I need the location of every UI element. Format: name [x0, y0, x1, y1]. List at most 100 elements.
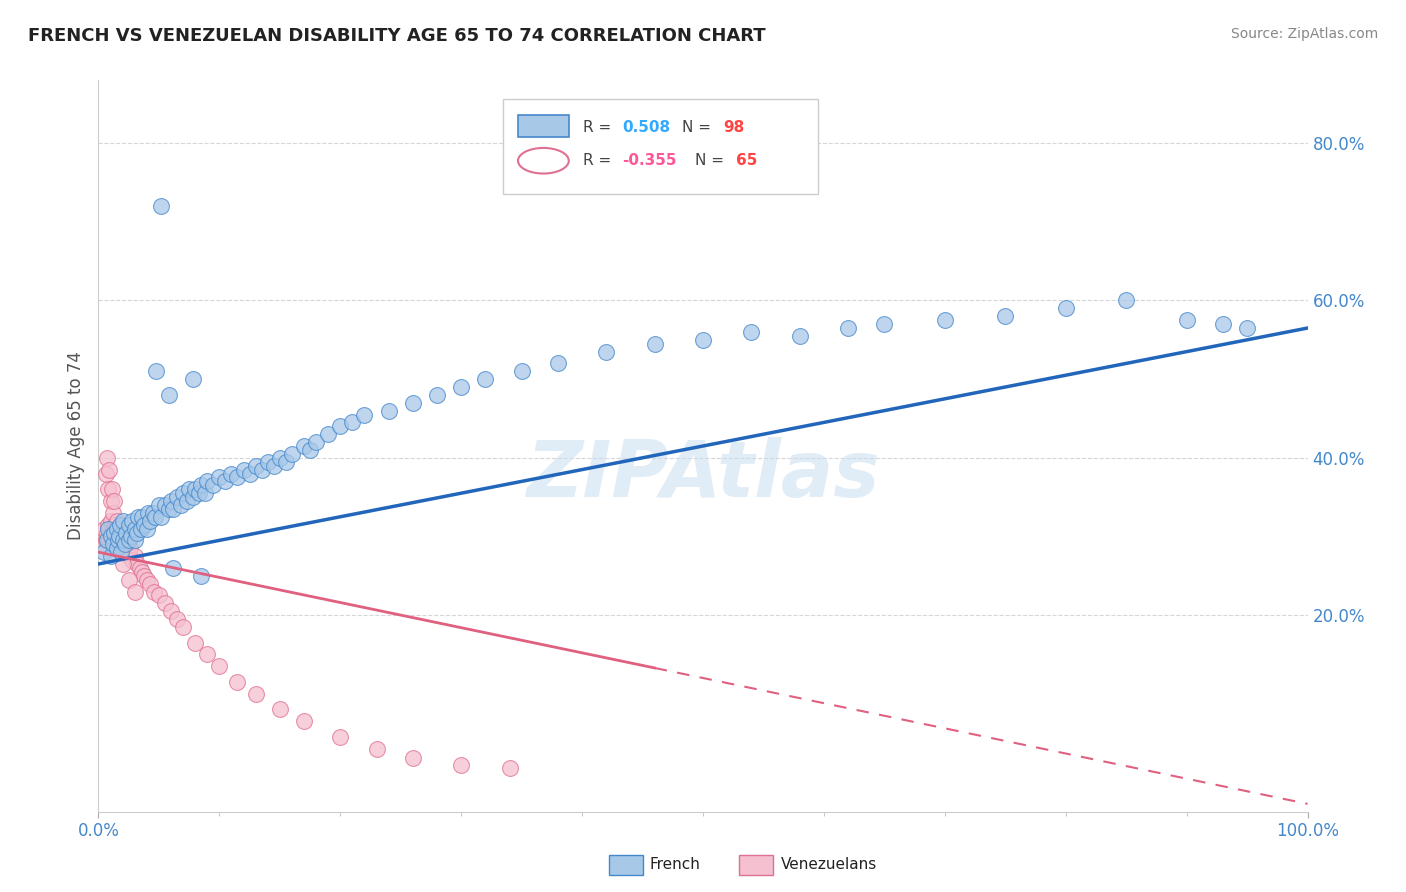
Point — [184, 482, 207, 496]
Point — [153, 596, 176, 610]
Point — [934, 313, 956, 327]
Point — [134, 517, 156, 532]
Point — [195, 648, 218, 662]
Point — [100, 529, 122, 543]
Point — [994, 310, 1017, 324]
Point — [118, 549, 141, 563]
Point — [135, 573, 157, 587]
Point — [94, 533, 117, 548]
Point — [162, 561, 184, 575]
Point — [263, 458, 285, 473]
Point — [190, 568, 212, 582]
Point — [184, 635, 207, 649]
Point — [120, 529, 142, 543]
Point — [353, 408, 375, 422]
Point — [118, 517, 141, 532]
Point — [124, 522, 146, 536]
Point — [226, 470, 249, 484]
Point — [127, 557, 149, 571]
Point — [124, 549, 146, 563]
Text: ZIPAtlas: ZIPAtlas — [526, 437, 880, 513]
Point — [127, 525, 149, 540]
FancyBboxPatch shape — [609, 855, 643, 875]
Point — [157, 502, 180, 516]
Text: 65: 65 — [735, 153, 756, 169]
Point — [108, 545, 131, 559]
Point — [190, 478, 212, 492]
Point — [134, 568, 156, 582]
Point — [96, 525, 118, 540]
Point — [329, 730, 352, 744]
Point — [789, 329, 811, 343]
Point — [93, 522, 115, 536]
Point — [316, 427, 339, 442]
Point — [208, 659, 231, 673]
Point — [172, 620, 194, 634]
Text: N =: N = — [682, 120, 716, 136]
Point — [269, 450, 291, 465]
Point — [108, 517, 131, 532]
Point — [692, 333, 714, 347]
Point — [377, 403, 399, 417]
Point — [98, 533, 121, 548]
Point — [172, 486, 194, 500]
Point — [118, 573, 141, 587]
Text: French: French — [650, 857, 700, 871]
FancyBboxPatch shape — [740, 855, 773, 875]
Point — [305, 435, 328, 450]
Text: R =: R = — [583, 120, 616, 136]
Point — [160, 604, 183, 618]
Point — [329, 419, 352, 434]
Point — [195, 475, 218, 489]
Point — [97, 522, 120, 536]
Point — [118, 541, 141, 556]
Point — [873, 317, 896, 331]
Point — [292, 439, 315, 453]
Text: -0.355: -0.355 — [621, 153, 676, 169]
Point — [450, 380, 472, 394]
Point — [107, 533, 129, 548]
Point — [105, 541, 128, 556]
Point — [426, 388, 449, 402]
Point — [100, 525, 122, 540]
Point — [100, 549, 122, 563]
Point — [281, 447, 304, 461]
Point — [292, 714, 315, 729]
Point — [94, 467, 117, 481]
Point — [110, 545, 132, 559]
Point — [226, 675, 249, 690]
Point — [100, 494, 122, 508]
Point — [105, 537, 128, 551]
Point — [145, 364, 167, 378]
Point — [139, 514, 162, 528]
Point — [232, 462, 254, 476]
Point — [105, 514, 128, 528]
Point — [108, 529, 131, 543]
Point — [153, 498, 176, 512]
Point — [1054, 301, 1077, 316]
Point — [112, 533, 135, 548]
Point — [101, 522, 124, 536]
Point — [214, 475, 236, 489]
Point — [131, 509, 153, 524]
Point — [111, 514, 134, 528]
Point — [131, 565, 153, 579]
Point — [150, 509, 173, 524]
Text: 98: 98 — [724, 120, 745, 136]
Y-axis label: Disability Age 65 to 74: Disability Age 65 to 74 — [66, 351, 84, 541]
FancyBboxPatch shape — [503, 99, 818, 194]
Point — [143, 584, 166, 599]
Point — [366, 741, 388, 756]
Point — [250, 462, 273, 476]
Point — [105, 522, 128, 536]
Point — [148, 589, 170, 603]
Point — [104, 525, 127, 540]
Point — [221, 467, 243, 481]
Point — [157, 388, 180, 402]
Point — [107, 533, 129, 548]
Point — [136, 506, 159, 520]
Text: 0.508: 0.508 — [621, 120, 671, 136]
Point — [837, 321, 859, 335]
Point — [103, 533, 125, 548]
Point — [450, 757, 472, 772]
